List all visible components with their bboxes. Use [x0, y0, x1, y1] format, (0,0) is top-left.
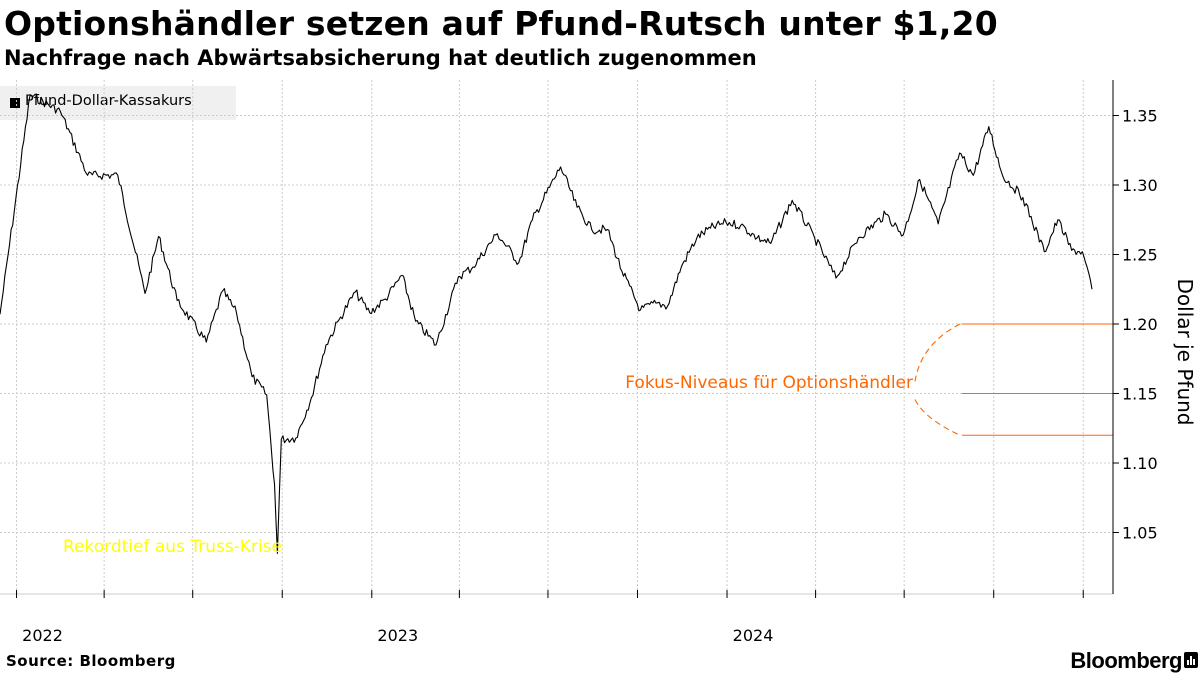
grid-lines	[0, 80, 1113, 594]
y-tick-label: 1.10	[1122, 454, 1158, 473]
y-tick-label: 1.15	[1122, 385, 1158, 404]
focus-levels	[914, 323, 1113, 436]
focus-bracket-top	[914, 323, 961, 382]
y-tick-label: 1.35	[1122, 107, 1158, 126]
x-tick-label: 2023	[377, 626, 418, 645]
focus-bracket-bottom	[914, 399, 961, 436]
y-tick-label: 1.30	[1122, 176, 1158, 195]
x-tick-label: 2022	[22, 626, 63, 645]
x-tick-label: 2024	[733, 626, 774, 645]
y-axis-title: Dollar je Pfund	[1173, 279, 1197, 426]
record-low-annotation: Rekordtief aus Truss-Krise	[63, 537, 282, 557]
chart-title: Optionshändler setzen auf Pfund-Rutsch u…	[4, 4, 998, 43]
x-axis-labels: 2022 2023 2024	[22, 626, 773, 645]
x-tick-marks	[0, 590, 1113, 598]
bloomberg-mark-icon	[1184, 652, 1198, 668]
bloomberg-logo: Bloomberg	[1070, 648, 1182, 673]
y-tick-label: 1.05	[1122, 524, 1158, 543]
chart-legend: Pfund-Dollar-Kassakurs	[0, 86, 236, 120]
focus-levels-label: Fokus-Niveaus für Optionshändler	[625, 373, 913, 393]
series-pfund-dollar-kassakurs	[0, 93, 1093, 554]
legend-label: Pfund-Dollar-Kassakurs	[25, 93, 192, 109]
legend-swatch	[10, 98, 20, 108]
price-line	[0, 93, 1093, 554]
y-tick-label: 1.20	[1122, 315, 1158, 334]
source-note: Source: Bloomberg	[6, 652, 176, 670]
y-tick-label: 1.25	[1122, 246, 1158, 265]
y-axis: 1.35 1.30 1.25 1.20 1.15 1.10 1.05	[1112, 80, 1158, 594]
chart-subtitle: Nachfrage nach Abwärtsabsicherung hat de…	[4, 46, 757, 70]
